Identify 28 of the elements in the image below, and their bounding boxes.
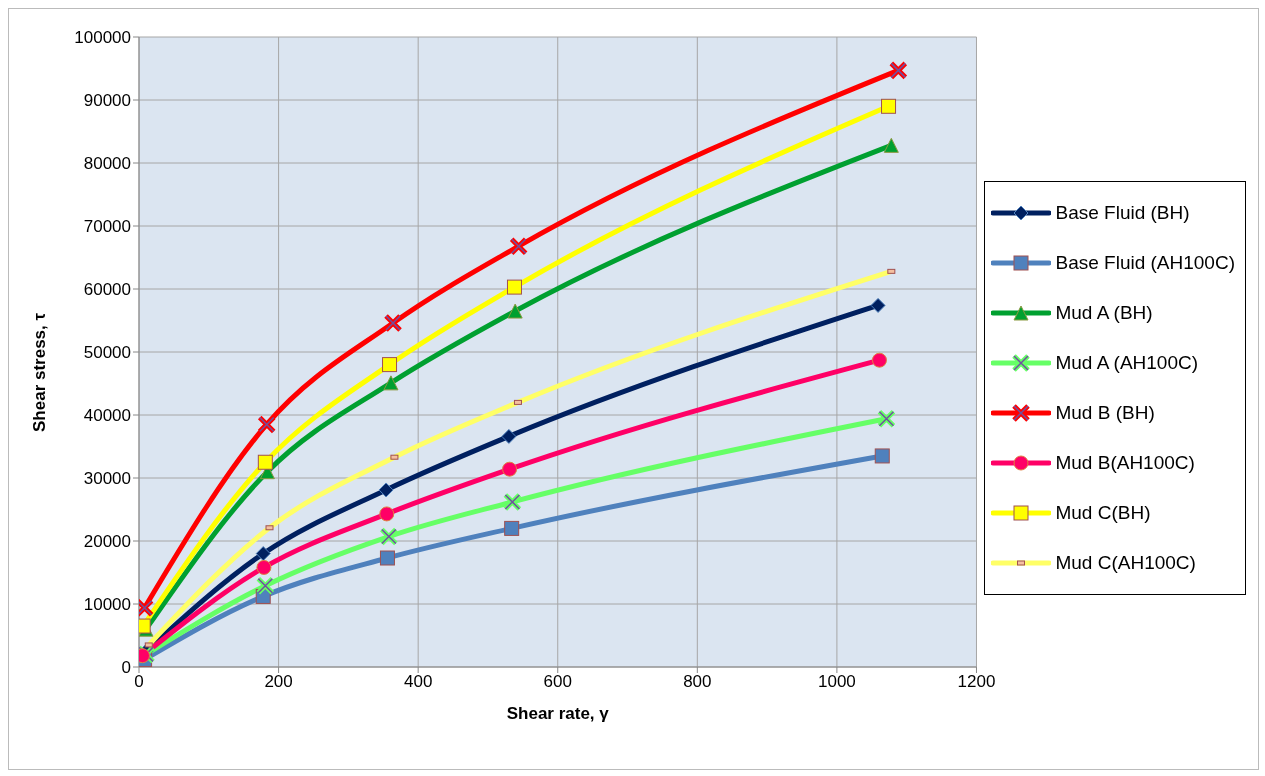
y-tick-label: 20000: [83, 532, 131, 552]
y-tick-label: 50000: [83, 343, 131, 363]
y-tick-label: 10000: [83, 595, 131, 615]
legend-label: Mud C(BH): [1055, 502, 1151, 524]
legend-label: Mud A (AH100C): [1055, 352, 1199, 374]
x-tick-label: 600: [543, 672, 572, 692]
x-tick-label: 800: [683, 672, 712, 692]
y-tick-label: 40000: [83, 406, 131, 426]
legend-label: Base Fluid (BH): [1055, 202, 1190, 224]
y-tick-label: 0: [121, 658, 131, 678]
y-tick-label: 100000: [74, 28, 131, 48]
x-tick-label: 1200: [957, 672, 996, 692]
y-tick-label: 70000: [83, 217, 131, 237]
x-tick-label: 200: [264, 672, 293, 692]
y-tick-label: 90000: [83, 91, 131, 111]
y-tick-label: 30000: [83, 469, 131, 489]
x-axis-title: Shear rate, γ: [506, 704, 610, 723]
legend-label: Base Fluid (AH100C): [1055, 252, 1235, 274]
x-tick-label: 0: [134, 672, 144, 692]
legend-label: Mud A (BH): [1055, 302, 1153, 324]
legend-label: Mud B (BH): [1055, 402, 1155, 424]
x-tick-label: 400: [403, 672, 433, 692]
x-tick-label: 1000: [817, 672, 856, 692]
legend-label: Mud B(AH100C): [1055, 452, 1195, 474]
y-axis-title: Shear stress, τ: [30, 312, 50, 432]
y-tick-label: 60000: [83, 280, 131, 300]
legend-label: Mud C(AH100C): [1055, 552, 1196, 574]
y-tick-label: 80000: [83, 154, 131, 174]
